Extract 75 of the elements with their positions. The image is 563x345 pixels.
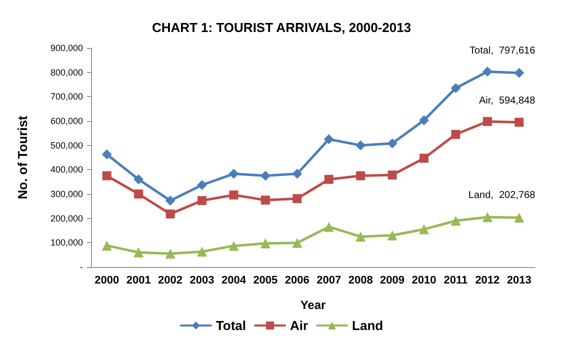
y-tick-label: 100,000	[50, 238, 83, 248]
point	[198, 196, 206, 206]
y-tick-label: 400,000	[50, 164, 83, 175]
point	[165, 248, 176, 259]
legend-label: Total	[216, 318, 246, 333]
point	[419, 115, 429, 126]
point	[482, 66, 492, 77]
x-tick-label: 2011	[444, 274, 468, 286]
point	[228, 168, 239, 179]
x-tick-label: 2002	[158, 274, 183, 286]
point	[450, 83, 461, 94]
point	[260, 238, 270, 248]
y-tick-label: 200,000	[50, 213, 83, 224]
point	[324, 222, 334, 232]
y-tick-label: 600,000	[50, 116, 83, 126]
point	[292, 238, 302, 248]
point	[229, 190, 238, 200]
point	[165, 196, 176, 206]
point	[166, 209, 175, 218]
point	[260, 170, 270, 181]
x-tick-label: 2005	[253, 274, 278, 286]
data-label: Total, 797,616	[470, 45, 536, 56]
x-tick-label: 2013	[506, 274, 532, 286]
legend-label: Air	[290, 318, 308, 333]
point	[102, 171, 112, 180]
point	[450, 216, 461, 226]
y-tick-label: 800,000	[50, 67, 83, 78]
point	[102, 240, 112, 251]
point	[228, 240, 239, 251]
point	[356, 171, 366, 180]
point	[324, 134, 334, 144]
point	[292, 194, 302, 204]
point	[387, 138, 398, 148]
point	[197, 246, 207, 257]
chart-title: CHART 1: TOURIST ARRIVALS, 2000-2013	[152, 20, 412, 35]
x-tick-label: 2008	[348, 274, 373, 286]
data-label: Air, 594,848	[478, 95, 536, 106]
point	[451, 130, 460, 139]
legend-label: Land	[352, 318, 384, 333]
x-tick-label: 2012	[475, 274, 500, 286]
point	[514, 118, 524, 127]
y-axis-title: No. of Tourist	[15, 115, 30, 200]
y-tick-label: 500,000	[50, 140, 83, 150]
x-tick-label: 2007	[316, 274, 342, 286]
point	[134, 190, 144, 198]
x-axis-title: Year	[300, 298, 326, 312]
point	[134, 247, 144, 258]
y-tick-label: 900,000	[50, 43, 83, 53]
point	[292, 168, 302, 179]
point	[324, 174, 334, 184]
point	[482, 212, 492, 222]
x-tick-label: 2009	[380, 274, 405, 286]
point	[420, 154, 428, 163]
point	[102, 149, 112, 160]
point	[388, 170, 397, 180]
data-label: Land, 202,768	[468, 190, 536, 202]
point	[134, 174, 144, 184]
x-tick-label: 2004	[221, 274, 247, 286]
x-tick-label: 2003	[190, 274, 214, 286]
y-tick-label: 300,000	[50, 189, 83, 199]
point	[260, 196, 270, 205]
point	[514, 68, 524, 78]
point	[387, 230, 398, 240]
x-tick-label: 2006	[284, 274, 310, 286]
point	[356, 140, 366, 150]
point	[197, 180, 207, 190]
x-tick-label: 2001	[126, 274, 151, 286]
x-tick-label: 2000	[94, 274, 120, 286]
x-tick-label: 2010	[412, 274, 436, 286]
y-tick-label: -	[80, 262, 83, 272]
point	[482, 116, 492, 126]
point	[356, 232, 366, 242]
point	[419, 224, 429, 234]
point	[514, 212, 524, 223]
y-tick-label: 700,000	[50, 92, 83, 102]
